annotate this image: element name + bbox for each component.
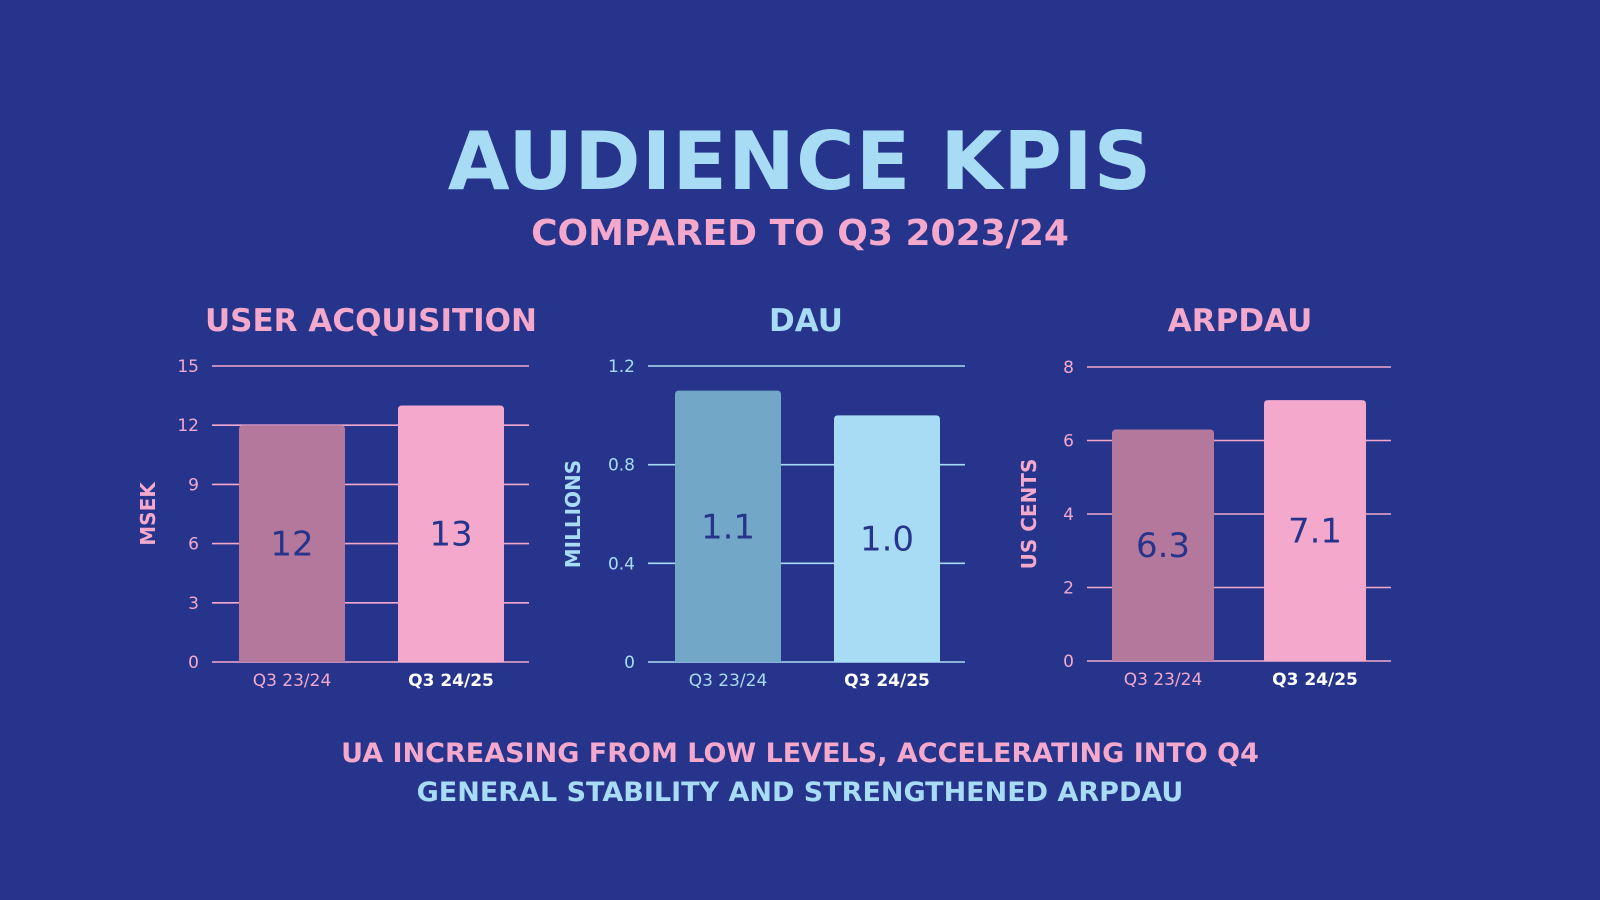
x-tick-label: Q3 24/25 xyxy=(408,671,494,691)
bar-value-label: 1.1 xyxy=(701,507,755,547)
x-tick-label: Q3 24/25 xyxy=(844,671,930,691)
page-title: AUDIENCE KPIS xyxy=(447,115,1153,208)
y-axis-label: MILLIONS xyxy=(561,460,585,568)
y-tick-label: 0 xyxy=(624,653,635,673)
y-axis-label: US CENTS xyxy=(1017,459,1041,570)
chart-title-dau: DAU xyxy=(769,303,843,339)
bar xyxy=(675,390,781,662)
y-tick-label: 3 xyxy=(188,594,199,614)
bar-value-label: 12 xyxy=(270,525,313,565)
chart-title-arpdau: ARPDAU xyxy=(1167,303,1313,339)
y-axis-label: MSEK xyxy=(136,481,160,546)
bar-value-label: 13 xyxy=(429,515,472,555)
bar-value-label: 7.1 xyxy=(1288,512,1342,552)
y-tick-label: 1.2 xyxy=(608,357,635,377)
bar xyxy=(398,405,504,662)
bar xyxy=(1112,429,1214,661)
bar-value-label: 6.3 xyxy=(1136,526,1190,566)
y-tick-label: 9 xyxy=(188,475,199,495)
x-tick-label: Q3 23/24 xyxy=(689,671,768,691)
y-tick-label: 2 xyxy=(1063,579,1074,599)
bar xyxy=(834,415,940,662)
bar xyxy=(239,425,345,662)
bar-value-label: 1.0 xyxy=(860,520,914,560)
y-tick-label: 8 xyxy=(1063,358,1074,378)
x-tick-label: Q3 23/24 xyxy=(253,671,332,691)
bar xyxy=(1264,400,1366,661)
footer-line-1: UA INCREASING FROM LOW LEVELS, ACCELERAT… xyxy=(341,738,1259,769)
y-tick-label: 0.8 xyxy=(608,456,635,476)
footer-line-2: GENERAL STABILITY AND STRENGTHENED ARPDA… xyxy=(416,777,1184,808)
x-tick-label: Q3 24/25 xyxy=(1272,670,1358,690)
chart-title-user-acquisition: USER ACQUISITION xyxy=(205,303,537,339)
y-tick-label: 6 xyxy=(188,535,199,555)
y-tick-label: 15 xyxy=(177,357,199,377)
y-tick-label: 0 xyxy=(1063,652,1074,672)
y-tick-label: 0 xyxy=(188,653,199,673)
page-subtitle: COMPARED TO Q3 2023/24 xyxy=(531,213,1069,254)
y-tick-label: 6 xyxy=(1063,432,1074,452)
y-tick-label: 4 xyxy=(1063,505,1074,525)
y-tick-label: 12 xyxy=(177,416,199,436)
x-tick-label: Q3 23/24 xyxy=(1124,670,1203,690)
y-tick-label: 0.4 xyxy=(608,554,635,574)
